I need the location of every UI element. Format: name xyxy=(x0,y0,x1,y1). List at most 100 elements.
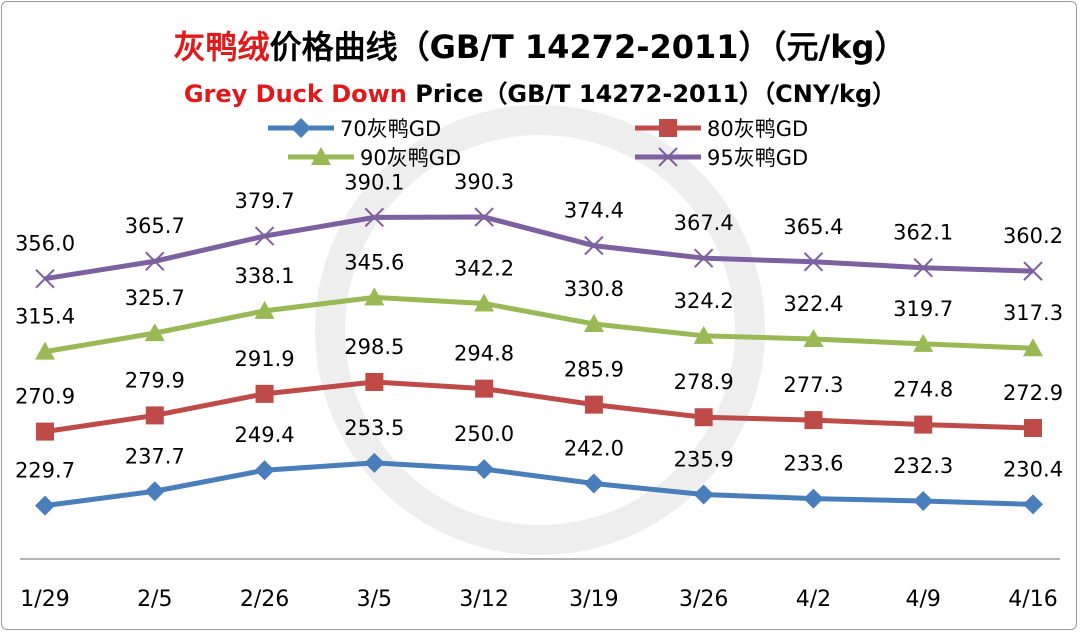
legend-marker xyxy=(291,118,311,138)
data-label: 298.5 xyxy=(344,335,404,359)
data-point xyxy=(583,313,604,332)
data-label: 270.9 xyxy=(15,385,75,409)
data-point xyxy=(804,411,823,430)
data-label: 237.7 xyxy=(125,444,185,468)
data-label: 253.5 xyxy=(344,416,404,440)
data-label: 345.6 xyxy=(344,250,404,274)
data-point xyxy=(144,323,165,342)
data-label: 367.4 xyxy=(674,211,734,235)
x-tick-label: 4/16 xyxy=(1008,587,1057,612)
data-point xyxy=(584,235,604,256)
x-tick-label: 3/26 xyxy=(679,587,728,612)
legend-item: 80灰鸭GD xyxy=(635,117,808,141)
legend-label: 90灰鸭GD xyxy=(360,146,461,170)
data-label: 362.1 xyxy=(893,221,953,245)
data-point xyxy=(1023,338,1043,357)
data-label: 319.7 xyxy=(893,297,953,321)
data-point xyxy=(35,495,55,516)
legend-marker xyxy=(658,147,678,167)
data-label: 274.8 xyxy=(893,378,953,402)
series-1: 270.9 279.9 291.9 298.5 294.8 285.9 278.9 277.3… xyxy=(15,335,1063,441)
data-point xyxy=(803,252,824,272)
data-label: 232.3 xyxy=(893,454,953,478)
data-point xyxy=(474,207,494,227)
data-point xyxy=(254,460,275,481)
legend-label: 95灰鸭GD xyxy=(707,146,808,170)
data-point xyxy=(584,395,603,414)
data-point xyxy=(364,207,385,228)
data-label: 250.0 xyxy=(454,422,514,446)
data-label: 230.4 xyxy=(1003,457,1063,481)
data-label: 315.4 xyxy=(15,305,75,329)
data-point xyxy=(254,300,275,319)
data-point xyxy=(364,452,385,473)
data-point xyxy=(693,325,714,344)
data-point xyxy=(913,257,933,278)
data-label: 374.4 xyxy=(564,199,624,223)
x-tick-label: 4/2 xyxy=(796,587,831,612)
title-en-rest: Price（GB/T 14272-2011）（CNY/kg） xyxy=(406,80,897,108)
data-label: 278.9 xyxy=(674,370,734,394)
data-point xyxy=(693,248,714,268)
data-point xyxy=(913,333,934,352)
data-label: 233.6 xyxy=(783,452,843,476)
x-tick-label: 2/26 xyxy=(240,587,289,612)
title-en-highlight: Grey Duck Down xyxy=(183,80,407,108)
data-point xyxy=(1024,418,1042,437)
data-point xyxy=(475,379,494,398)
data-label: 338.1 xyxy=(234,264,294,288)
data-point xyxy=(913,490,934,511)
series-line xyxy=(44,214,1034,282)
data-label: 322.4 xyxy=(783,292,843,316)
data-point xyxy=(35,341,55,360)
data-label: 235.9 xyxy=(674,447,734,471)
series-line xyxy=(44,294,1034,355)
data-label: 249.4 xyxy=(234,423,294,447)
data-point xyxy=(144,481,165,502)
data-point xyxy=(693,484,714,505)
series-line xyxy=(44,379,1034,435)
x-tick-label: 3/5 xyxy=(357,587,392,612)
legend-label: 80灰鸭GD xyxy=(707,117,808,141)
series-3: 356.0 365.7 379.7 390.1 390.3 374.4 367.4 365.4… xyxy=(15,170,1063,289)
data-label: 390.1 xyxy=(344,170,404,194)
x-tick-label: 1/29 xyxy=(20,587,69,612)
x-tick-label: 3/12 xyxy=(459,587,508,612)
data-label: 379.7 xyxy=(234,189,294,213)
data-label: 291.9 xyxy=(234,347,294,371)
data-point xyxy=(36,422,54,441)
legend-item: 95灰鸭GD xyxy=(635,146,808,170)
data-point xyxy=(254,226,275,246)
data-label: 365.7 xyxy=(125,214,185,238)
data-label: 279.9 xyxy=(125,368,185,392)
legend-marker xyxy=(311,147,331,165)
data-point xyxy=(583,473,604,494)
data-label: 360.2 xyxy=(1003,224,1063,248)
data-label: 342.2 xyxy=(454,256,514,280)
title-cn-highlight: 灰鸭绒 xyxy=(173,28,270,66)
data-label: 242.0 xyxy=(564,437,624,461)
data-point xyxy=(255,384,274,403)
series-line xyxy=(44,460,1034,509)
x-tick-label: 3/19 xyxy=(569,587,618,612)
data-label: 356.0 xyxy=(15,232,75,256)
data-point xyxy=(474,459,495,480)
data-point xyxy=(474,293,495,312)
x-tick-label: 4/9 xyxy=(906,587,941,612)
data-point xyxy=(914,415,933,434)
chart-title-en: Grey Duck Down Price（GB/T 14272-2011）（CN… xyxy=(0,74,1080,109)
title-cn-rest: 价格曲线（GB/T 14272-2011）（元/kg） xyxy=(269,28,907,66)
data-label: 324.2 xyxy=(674,289,734,313)
data-point xyxy=(364,287,385,306)
series-0: 229.7 237.7 249.4 253.5 250.0 242.0 235.9 233.6… xyxy=(15,416,1063,516)
data-point xyxy=(803,329,824,348)
data-label: 330.8 xyxy=(564,277,624,301)
data-point xyxy=(1023,494,1043,515)
data-label: 317.3 xyxy=(1003,301,1063,325)
legend-label: 70灰鸭GD xyxy=(340,117,441,141)
legend-marker xyxy=(659,119,677,137)
x-tick-label: 2/5 xyxy=(137,587,172,612)
series-2: 315.4 325.7 338.1 345.6 342.2 330.8 324.2 322.4… xyxy=(15,250,1063,360)
data-label: 294.8 xyxy=(454,342,514,366)
